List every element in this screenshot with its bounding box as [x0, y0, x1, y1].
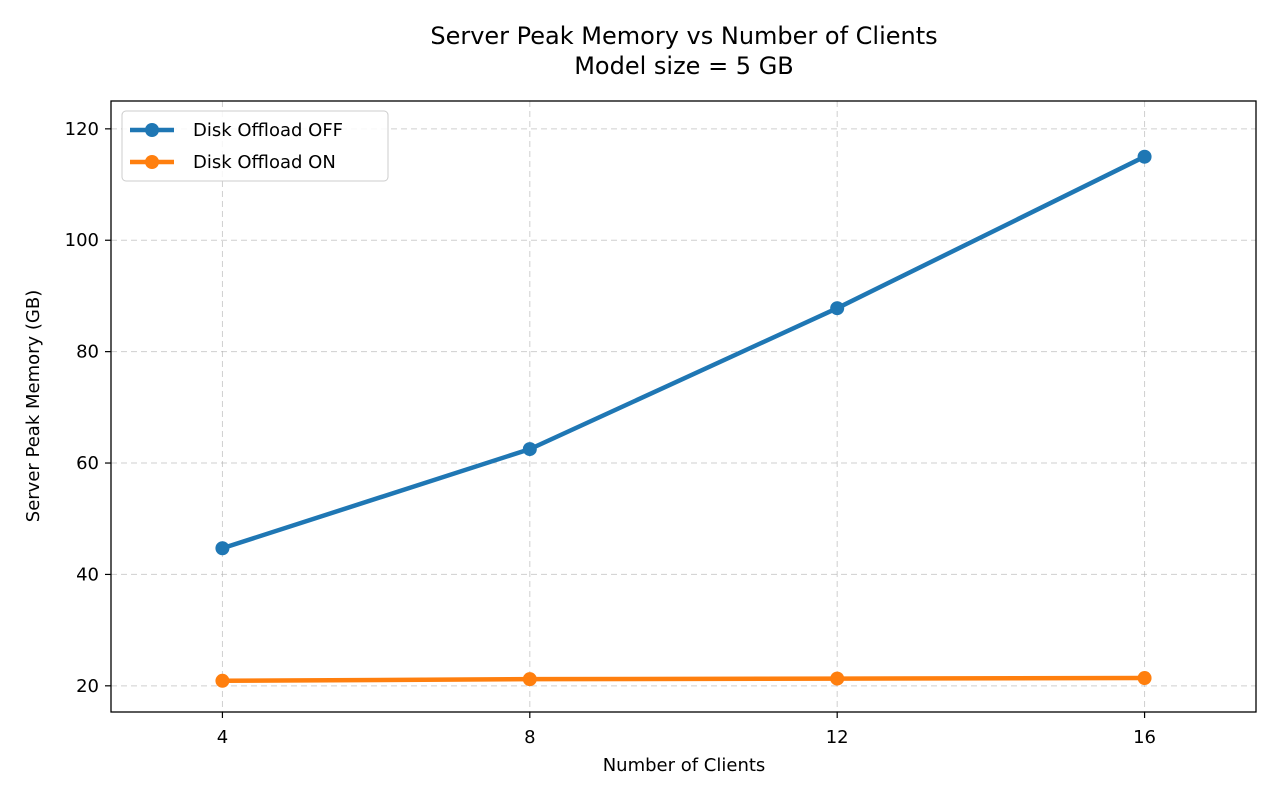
x-tick-label: 16: [1133, 727, 1156, 748]
legend: Disk Offload OFF Disk Offload ON: [121, 110, 389, 182]
series-2: [215, 671, 1152, 688]
data-point: [215, 673, 230, 688]
y-tick-label: 60: [76, 453, 99, 474]
y-tick-label: 120: [65, 119, 99, 140]
data-point: [830, 671, 845, 686]
plot-frame: [110, 100, 1257, 713]
data-point: [215, 541, 230, 556]
data-point: [522, 672, 537, 687]
series-layer: [215, 149, 1152, 688]
x-tick-label: 4: [217, 727, 228, 748]
x-tick-label: 12: [826, 727, 849, 748]
y-tick-label: 20: [76, 676, 99, 697]
data-point: [830, 301, 845, 316]
series-line: [220, 154, 1147, 551]
y-tick-label: 80: [76, 342, 99, 363]
data-point: [1137, 149, 1152, 164]
series-line: [220, 675, 1147, 684]
data-point: [522, 442, 537, 457]
legend-swatch-marker: [145, 123, 159, 137]
series-1: [215, 149, 1152, 556]
chart-title: Server Peak Memory vs Number of Clients: [430, 22, 937, 50]
y-tick-label: 100: [65, 230, 99, 251]
legend-label: Disk Offload ON: [193, 152, 336, 173]
y-tick-label: 40: [76, 564, 99, 585]
legend-box: [121, 110, 389, 182]
data-point: [1137, 671, 1152, 686]
y-axis-label: Server Peak Memory (GB): [23, 290, 44, 522]
legend-label: Disk Offload OFF: [193, 120, 343, 141]
chart-subtitle: Model size = 5 GB: [574, 52, 794, 80]
x-axis-label: Number of Clients: [603, 755, 766, 776]
x-tick-label: 8: [524, 727, 535, 748]
legend-swatch-marker: [145, 155, 159, 169]
y-axis-ticks: 20 40 60 80 100 120: [65, 119, 111, 697]
grid: [111, 101, 1256, 712]
x-axis-ticks: 4 8 12 16: [217, 712, 1156, 748]
